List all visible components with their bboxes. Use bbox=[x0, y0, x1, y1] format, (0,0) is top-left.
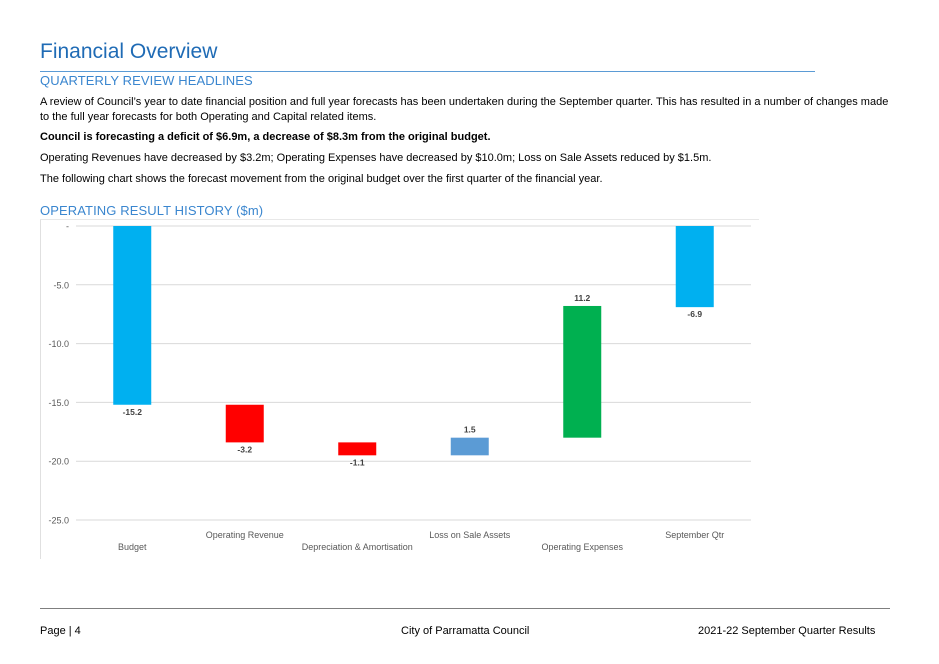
data-label: 11.2 bbox=[574, 293, 590, 303]
data-label: -15.2 bbox=[123, 407, 143, 417]
data-label: 1.5 bbox=[464, 425, 476, 435]
category-label: Budget bbox=[118, 542, 147, 552]
chart-bar bbox=[225, 404, 264, 443]
footer-page-number: Page | 4 bbox=[40, 625, 81, 637]
chart-frame-left bbox=[40, 219, 41, 559]
deficit-statement: Council is forecasting a deficit of $6.9… bbox=[40, 131, 491, 143]
category-label: Depreciation & Amortisation bbox=[302, 542, 413, 552]
chart-bar bbox=[563, 305, 602, 438]
y-tick-label: -10.0 bbox=[48, 339, 69, 349]
intro-paragraph: A review of Council’s year to date finan… bbox=[40, 96, 889, 123]
data-label: -1.1 bbox=[350, 457, 365, 467]
headlines-heading: QUARTERLY REVIEW HEADLINES bbox=[40, 73, 253, 88]
category-label: Operating Expenses bbox=[541, 542, 623, 552]
footer-organisation: City of Parramatta Council bbox=[401, 625, 530, 637]
title-divider bbox=[40, 71, 815, 72]
chart-frame-top bbox=[40, 219, 759, 220]
chart-heading: OPERATING RESULT HISTORY ($m) bbox=[40, 203, 264, 218]
revenue-expense-paragraph: Operating Revenues have decreased by $3.… bbox=[40, 152, 712, 164]
chart-bar bbox=[450, 437, 489, 456]
chart-bar bbox=[113, 226, 152, 405]
page-title: Financial Overview bbox=[40, 40, 218, 63]
chart-bar bbox=[338, 442, 377, 456]
y-tick-label: -20.0 bbox=[48, 457, 69, 467]
chart-bar bbox=[675, 226, 714, 308]
data-label: -6.9 bbox=[687, 309, 702, 319]
chart-intro-paragraph: The following chart shows the forecast m… bbox=[40, 173, 603, 185]
y-tick-label: -5.0 bbox=[53, 280, 69, 290]
footer-document-title: 2021-22 September Quarter Results bbox=[698, 625, 876, 637]
y-tick-label: - bbox=[66, 222, 69, 232]
category-label: Operating Revenue bbox=[206, 530, 284, 540]
footer-divider bbox=[40, 608, 890, 609]
y-tick-label: -15.0 bbox=[48, 398, 69, 408]
data-label: -3.2 bbox=[237, 444, 252, 454]
y-tick-label: -25.0 bbox=[48, 516, 69, 526]
operating-result-chart: - -5.0 -10.0 -15.0 -20.0 -25.0 -15.2 Budget -3.2… bbox=[48, 222, 751, 552]
category-label: September Qtr bbox=[665, 530, 724, 540]
category-label: Loss on Sale Assets bbox=[429, 530, 511, 540]
